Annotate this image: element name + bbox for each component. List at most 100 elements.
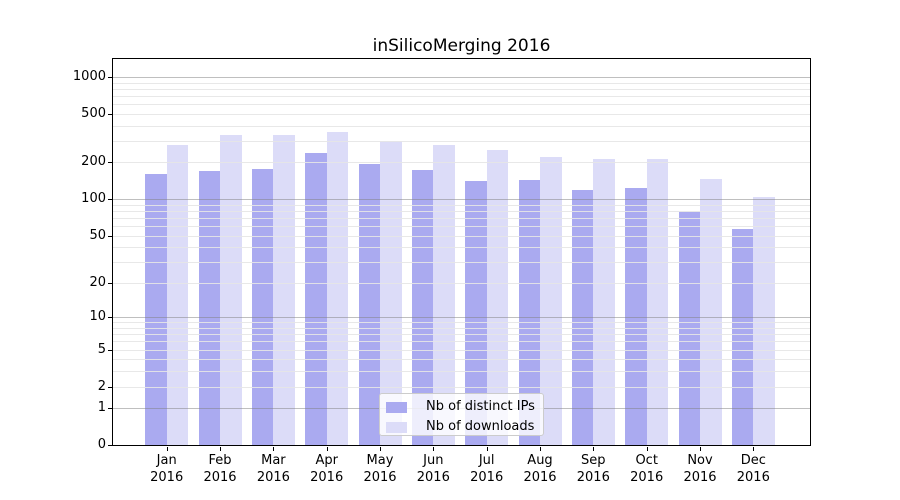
x-axis-tick-mark <box>326 447 328 451</box>
y-axis-tick-mark <box>108 386 112 388</box>
legend-box: Nb of distinct IPs Nb of downloads <box>379 393 544 436</box>
gridline-minor <box>113 113 810 115</box>
gridline-major <box>113 199 810 201</box>
x-axis-tick-label: May 2016 <box>363 453 397 485</box>
x-axis-tick-mark <box>646 447 648 451</box>
x-axis-tick-mark <box>220 447 221 451</box>
x-axis-tick-label: Apr 2016 <box>310 453 344 485</box>
gridline-minor <box>113 349 810 351</box>
bar-downloads <box>646 158 669 445</box>
x-axis-tick-mark <box>166 447 168 451</box>
y-axis-tick-mark <box>108 282 112 284</box>
gridline-minor <box>113 334 810 336</box>
gridline-minor <box>113 125 810 127</box>
gridline-major <box>113 76 810 78</box>
chart-title: inSilicoMerging 2016 <box>372 36 551 56</box>
legend-swatch-downloads <box>386 421 407 433</box>
y-axis-tick-label: 100 <box>81 191 106 207</box>
y-axis-tick-label: 10 <box>89 309 106 325</box>
gridline-minor <box>113 140 810 142</box>
y-axis-tick-mark <box>108 408 112 410</box>
bar-distinct-ips <box>465 180 487 445</box>
gridline-minor <box>113 104 810 106</box>
bar-downloads <box>273 134 295 445</box>
y-axis-tick-label: 1000 <box>72 68 106 84</box>
y-axis-tick-mark <box>108 199 112 201</box>
y-axis-tick-mark <box>108 113 112 115</box>
x-axis-tick-mark <box>380 447 381 451</box>
x-axis-tick-mark <box>593 447 595 451</box>
x-axis-tick-label: Sep 2016 <box>576 453 610 485</box>
x-axis-tick-mark <box>273 447 275 451</box>
gridline-minor <box>113 235 810 237</box>
bar-downloads <box>166 144 189 445</box>
bar-distinct-ips <box>518 179 540 445</box>
legend-row-downloads: Nb of downloads <box>386 419 543 435</box>
legend-label-distinct-ips: Nb of distinct IPs <box>426 399 535 414</box>
gridlines-layer <box>113 59 810 445</box>
bar-distinct-ips <box>731 228 754 445</box>
gridline-minor <box>113 226 810 227</box>
bar-distinct-ips <box>198 171 220 445</box>
gridline-minor <box>113 371 810 373</box>
plot-area <box>112 58 811 446</box>
bar-distinct-ips <box>145 173 167 445</box>
gridline-minor <box>113 82 810 84</box>
gridline-minor <box>113 95 810 97</box>
y-axis-tick-mark <box>108 317 112 319</box>
bar-downloads <box>593 158 615 445</box>
y-axis-tick-label: 20 <box>89 274 106 290</box>
gridline-minor <box>113 247 810 249</box>
x-axis-tick-mark <box>540 447 541 451</box>
bar-downloads <box>433 144 455 445</box>
gridline-minor <box>113 282 810 284</box>
gridline-minor <box>113 210 810 212</box>
x-axis-tick-mark <box>700 447 701 451</box>
y-axis-tick-mark <box>108 445 112 446</box>
bar-distinct-ips <box>358 163 380 445</box>
x-axis-tick-mark <box>433 447 435 451</box>
gridline-minor <box>113 322 810 324</box>
y-axis-tick-label: 0 <box>97 437 106 452</box>
y-axis-tick-mark <box>108 162 112 164</box>
bar-distinct-ips <box>411 170 434 445</box>
gridline-minor <box>113 341 810 343</box>
gridline-minor <box>113 262 810 263</box>
y-axis-tick-label: 2 <box>97 378 106 394</box>
y-axis-tick-label: 500 <box>81 105 106 121</box>
bar-downloads <box>540 157 562 445</box>
gridline-minor <box>113 327 810 329</box>
bar-downloads <box>380 140 402 445</box>
x-axis-tick-label: Jan 2016 <box>150 453 184 485</box>
x-axis-tick-label: Mar 2016 <box>256 453 290 485</box>
x-axis-tick-mark <box>486 447 488 451</box>
gridline-minor <box>113 359 810 361</box>
y-axis-tick-label: 1 <box>97 400 106 416</box>
legend-swatch-distinct-ips <box>386 401 407 413</box>
bar-downloads <box>700 178 722 445</box>
x-axis-tick-label: Feb 2016 <box>203 453 237 485</box>
gridline-minor <box>113 162 810 164</box>
x-axis-tick-label: Jul 2016 <box>470 453 504 485</box>
legend-label-downloads: Nb of downloads <box>426 419 535 434</box>
x-axis-tick-label: Nov 2016 <box>683 453 717 485</box>
y-axis-tick-label: 200 <box>81 154 106 170</box>
bar-distinct-ips <box>625 187 647 445</box>
y-axis-tick-mark <box>108 349 112 351</box>
gridline-minor <box>113 217 810 219</box>
gridline-minor <box>113 204 810 206</box>
gridline-major <box>113 317 810 319</box>
x-axis-tick-label: Jun 2016 <box>416 453 450 485</box>
bar-distinct-ips <box>251 168 274 445</box>
gridline-minor <box>113 88 810 90</box>
gridline-minor <box>113 386 810 388</box>
x-axis-tick-label: Aug 2016 <box>523 453 557 485</box>
legend-row-distinct-ips: Nb of distinct IPs <box>386 399 543 415</box>
x-axis-tick-mark <box>753 447 755 451</box>
bar-downloads <box>753 197 775 445</box>
x-axis-tick-label: Dec 2016 <box>736 453 770 485</box>
y-axis-tick-mark <box>108 235 112 237</box>
x-axis-tick-label: Oct 2016 <box>630 453 664 485</box>
y-axis-tick-label: 50 <box>89 227 106 243</box>
